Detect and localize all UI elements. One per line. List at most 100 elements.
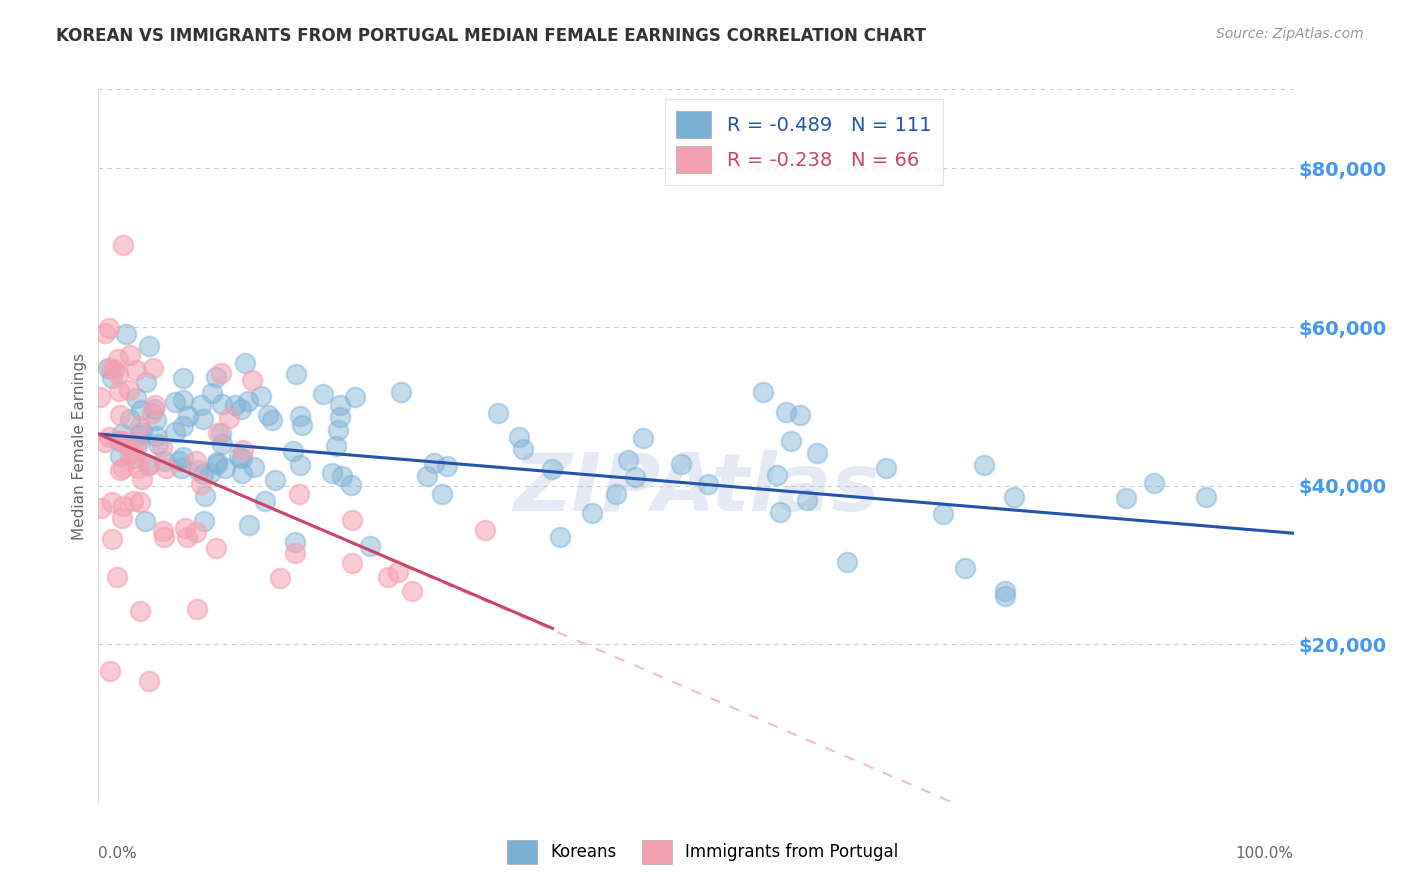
Point — [796, 493, 818, 508]
Point — [194, 490, 217, 504]
Point — [112, 434, 135, 448]
Point — [250, 388, 273, 402]
Point — [129, 604, 152, 618]
Point — [233, 356, 256, 370]
Point — [340, 478, 363, 492]
Point — [624, 470, 647, 484]
Point — [152, 530, 174, 544]
Point — [155, 461, 177, 475]
Point — [359, 540, 381, 554]
Point — [97, 360, 120, 375]
Text: ZIPAtlas: ZIPAtlas — [513, 450, 879, 528]
Point — [172, 392, 194, 407]
Point — [163, 395, 186, 409]
Point — [111, 461, 134, 475]
Point — [152, 454, 174, 468]
Point — [423, 456, 446, 470]
Point — [766, 467, 789, 482]
Point — [191, 467, 214, 482]
Point — [143, 401, 166, 416]
Point — [198, 466, 221, 480]
Point — [321, 466, 343, 480]
Point — [94, 434, 117, 449]
Point — [211, 397, 233, 411]
Point — [548, 530, 571, 544]
Point — [152, 524, 174, 539]
Point — [100, 494, 122, 508]
Point — [120, 447, 142, 461]
Point — [94, 326, 117, 341]
Point — [107, 367, 129, 381]
Point — [218, 411, 240, 425]
Point — [224, 398, 246, 412]
Point — [205, 369, 228, 384]
Point — [835, 555, 858, 569]
Text: Source: ZipAtlas.com: Source: ZipAtlas.com — [1216, 27, 1364, 41]
Point — [973, 458, 995, 473]
Point — [176, 409, 198, 424]
Point — [101, 532, 124, 546]
Point — [110, 434, 132, 448]
Point — [111, 511, 134, 525]
Point — [207, 425, 229, 440]
Point — [125, 436, 148, 450]
Point — [167, 454, 190, 468]
Point — [190, 476, 212, 491]
Point — [184, 453, 207, 467]
Point — [105, 570, 128, 584]
Point — [284, 535, 307, 549]
Point — [141, 406, 163, 420]
Point — [201, 386, 224, 401]
Point — [291, 417, 314, 432]
Point — [138, 339, 160, 353]
Point — [128, 419, 150, 434]
Point — [191, 412, 214, 426]
Point — [264, 473, 287, 487]
Point — [1002, 490, 1025, 504]
Point — [229, 402, 252, 417]
Point — [262, 413, 284, 427]
Point — [205, 455, 228, 469]
Point — [145, 413, 167, 427]
Point — [115, 327, 138, 342]
Point — [131, 425, 153, 440]
Point — [875, 460, 897, 475]
Point — [330, 469, 353, 483]
Point — [98, 430, 121, 444]
Point — [111, 426, 134, 441]
Point — [231, 451, 253, 466]
Point — [486, 406, 509, 420]
Point — [1143, 475, 1166, 490]
Point — [994, 589, 1017, 603]
Point — [508, 430, 530, 444]
Point — [669, 457, 692, 471]
Point — [90, 501, 112, 516]
Point — [228, 450, 250, 464]
Point — [342, 513, 364, 527]
Point — [283, 444, 305, 458]
Point — [176, 530, 198, 544]
Point — [780, 434, 803, 449]
Point — [752, 385, 775, 400]
Point — [186, 602, 208, 616]
Point — [288, 487, 311, 501]
Point — [232, 442, 254, 457]
Point — [148, 437, 170, 451]
Point — [231, 467, 253, 481]
Point — [769, 505, 792, 519]
Point — [789, 409, 811, 423]
Point — [145, 429, 167, 443]
Point — [127, 461, 149, 475]
Y-axis label: Median Female Earnings: Median Female Earnings — [72, 352, 87, 540]
Point — [118, 348, 141, 362]
Point — [143, 398, 166, 412]
Point — [329, 398, 352, 412]
Legend: R = -0.489   N = 111, R = -0.238   N = 66: R = -0.489 N = 111, R = -0.238 N = 66 — [665, 99, 943, 185]
Point — [257, 408, 280, 422]
Point — [129, 428, 152, 442]
Point — [605, 486, 627, 500]
Point — [169, 461, 191, 475]
Point — [401, 584, 423, 599]
Point — [111, 237, 134, 252]
Point — [111, 499, 134, 513]
